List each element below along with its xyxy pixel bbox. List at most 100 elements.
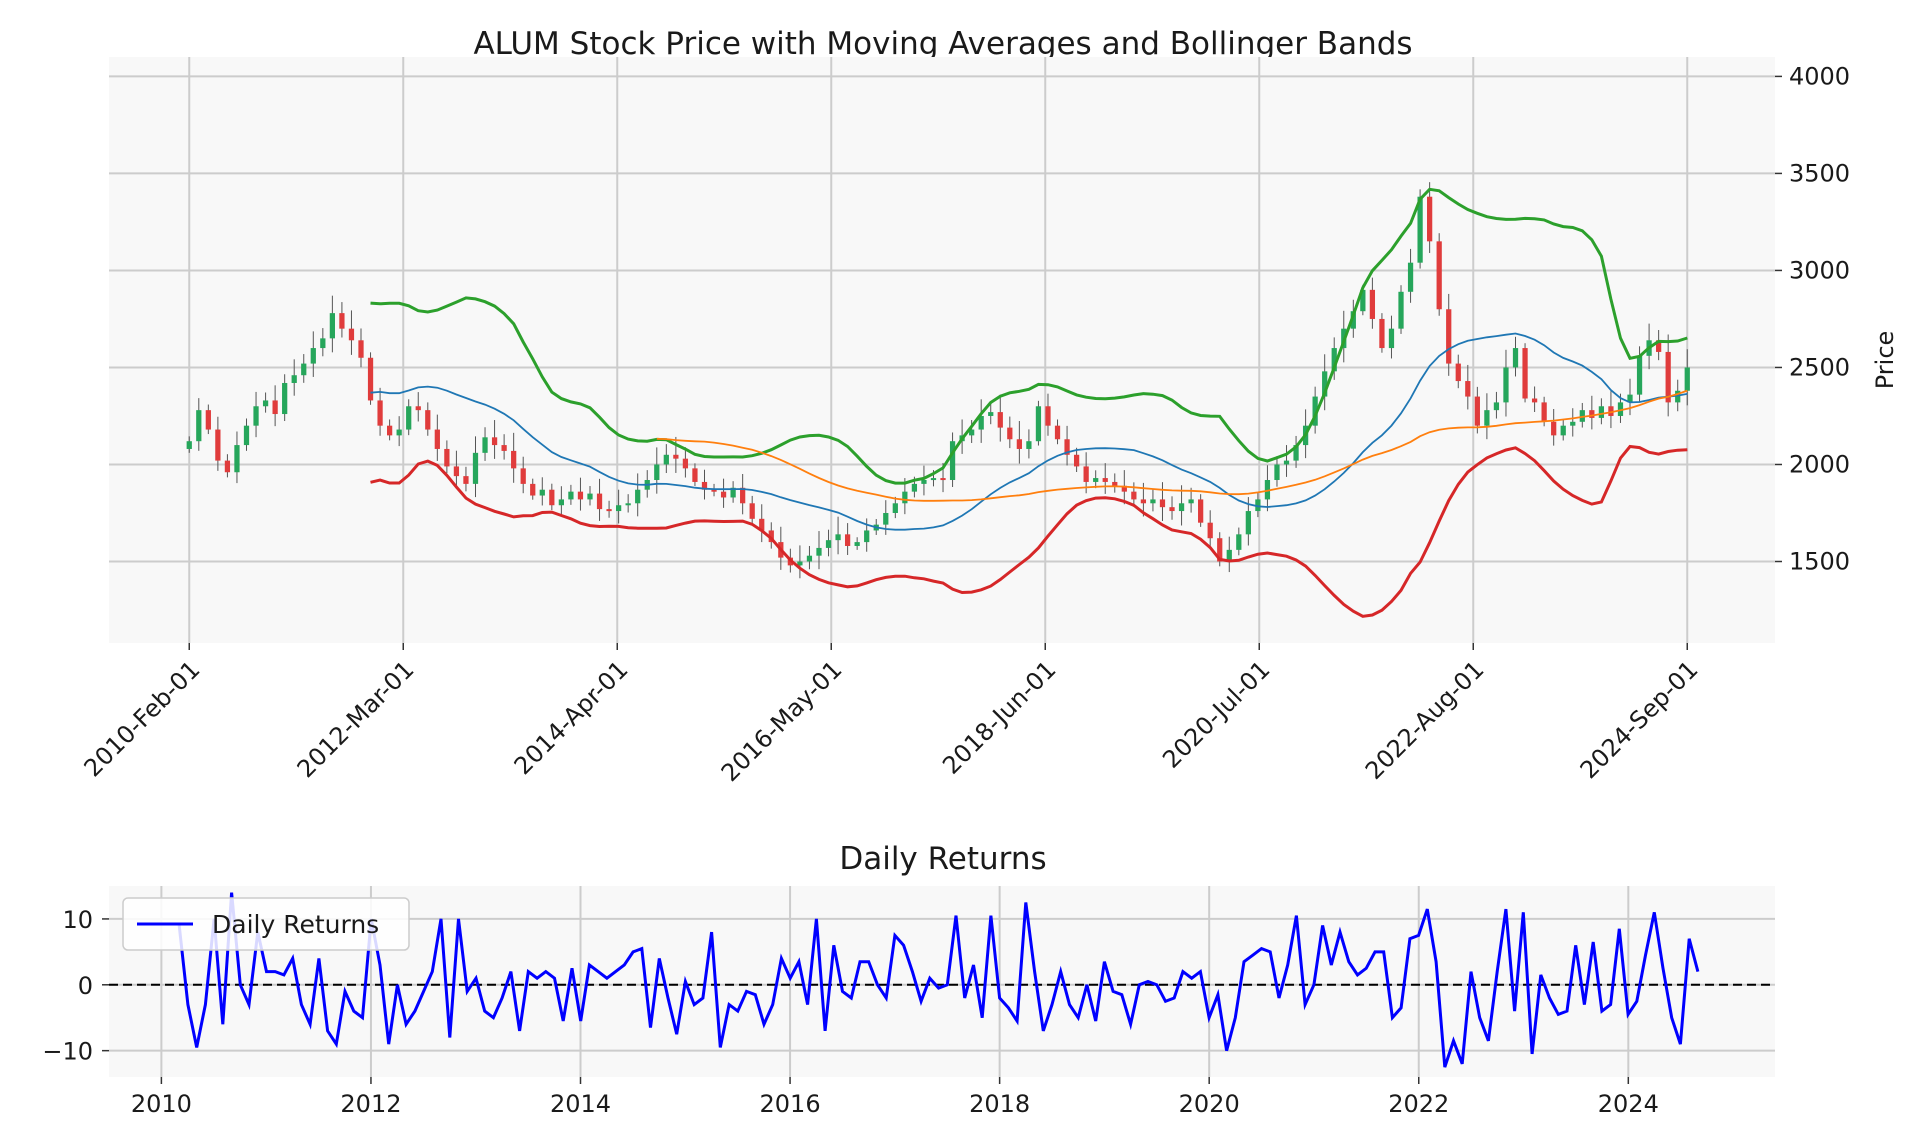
candle-body bbox=[1398, 291, 1404, 329]
daily-returns-line bbox=[177, 892, 1700, 1068]
candle-body bbox=[1407, 262, 1414, 292]
candle-body bbox=[682, 458, 689, 469]
candle-body bbox=[740, 487, 746, 504]
candle-body bbox=[1293, 445, 1299, 461]
candle-body bbox=[1551, 421, 1557, 436]
candle-body bbox=[1178, 503, 1185, 512]
candle-body bbox=[234, 445, 240, 473]
candle-body bbox=[215, 429, 221, 461]
candle-body bbox=[1045, 406, 1051, 426]
candle-body bbox=[444, 448, 450, 467]
candle-body bbox=[1026, 441, 1032, 449]
candle-body bbox=[615, 505, 622, 512]
candle-body bbox=[1617, 402, 1624, 416]
indicator-lines bbox=[370, 187, 1688, 618]
returns-chart-title: Daily Returns bbox=[839, 841, 1046, 877]
price-y-tick-label: 3000 bbox=[1789, 256, 1850, 284]
candle-body bbox=[1360, 289, 1366, 312]
price-y-tick-label: 3500 bbox=[1789, 159, 1850, 187]
candle-body bbox=[835, 534, 841, 541]
candle-body bbox=[1150, 499, 1156, 504]
candle-body bbox=[1102, 478, 1108, 482]
returns-x-tick-label: 2012 bbox=[340, 1090, 401, 1118]
candle-body bbox=[1093, 478, 1099, 482]
candle-body bbox=[224, 460, 231, 473]
candle-body bbox=[673, 454, 679, 459]
candle-body bbox=[1083, 466, 1089, 482]
returns-y-axis: −10 0 10 bbox=[42, 906, 109, 1066]
moving-average-long-line bbox=[656, 389, 1688, 502]
returns-x-tick-label: 2018 bbox=[969, 1090, 1030, 1118]
candle-body bbox=[1016, 439, 1022, 449]
candle-body bbox=[1112, 481, 1118, 486]
candle-body bbox=[949, 441, 956, 481]
price-x-tick-label: 2022-Aug-01 bbox=[1360, 655, 1490, 785]
returns-x-tick-label: 2022 bbox=[1388, 1090, 1449, 1118]
candle-body bbox=[1312, 396, 1318, 426]
legend-label-daily-returns: Daily Returns bbox=[212, 910, 379, 939]
price-y-tick-label: 1500 bbox=[1789, 548, 1850, 576]
candle-body bbox=[1188, 499, 1194, 504]
candle-body bbox=[711, 489, 717, 492]
price-x-tick-label: 2024-Sep-01 bbox=[1575, 655, 1704, 784]
price-y-tick-label: 2000 bbox=[1789, 450, 1850, 478]
candle-body bbox=[930, 478, 937, 481]
candle-body bbox=[568, 491, 574, 500]
returns-y-tick-label: 0 bbox=[78, 972, 93, 1000]
candle-body bbox=[291, 375, 297, 383]
candle-body bbox=[1255, 499, 1261, 512]
candle-body bbox=[1598, 406, 1605, 418]
candle-body bbox=[902, 491, 908, 504]
candle-body bbox=[472, 452, 479, 484]
candle-body bbox=[1322, 371, 1328, 397]
price-x-axis: 2010-Feb-01 2012-Mar-01 2014-Apr-01 2016-Ma… bbox=[79, 643, 1704, 787]
candle-body bbox=[520, 468, 526, 484]
price-x-tick-label: 2020-Jul-01 bbox=[1157, 655, 1275, 773]
candle-body bbox=[511, 450, 517, 469]
returns-y-tick-label: −10 bbox=[42, 1038, 93, 1066]
candle-body bbox=[491, 437, 498, 446]
candle-body bbox=[1159, 499, 1166, 508]
candle-body bbox=[892, 503, 898, 513]
candle-body bbox=[1636, 355, 1643, 395]
candle-body bbox=[196, 410, 202, 442]
candle-body bbox=[396, 429, 402, 436]
candle-body bbox=[730, 487, 736, 498]
candle-body bbox=[1436, 241, 1442, 310]
candle-body bbox=[1064, 439, 1070, 455]
bollinger-lower-line bbox=[370, 444, 1688, 618]
candle-body bbox=[1570, 421, 1576, 426]
candle-body bbox=[1236, 534, 1242, 550]
returns-y-tick-label: 10 bbox=[62, 906, 93, 934]
candle-body bbox=[1627, 394, 1633, 403]
price-y-axis: 1500 2000 2500 3000 3500 4000 bbox=[1775, 62, 1850, 576]
price-grid bbox=[109, 57, 1775, 643]
candle-body bbox=[415, 406, 421, 411]
candle-body bbox=[1656, 340, 1662, 352]
candle-body bbox=[1388, 328, 1395, 349]
candle-body bbox=[310, 348, 316, 364]
candle-body bbox=[1675, 390, 1681, 403]
candle-body bbox=[864, 530, 870, 543]
returns-x-tick-label: 2020 bbox=[1179, 1090, 1240, 1118]
bollinger-upper-line bbox=[370, 187, 1688, 485]
returns-x-tick-label: 2014 bbox=[550, 1090, 611, 1118]
candle-body bbox=[253, 406, 259, 426]
candle-body bbox=[749, 503, 755, 519]
price-x-tick-label: 2014-Apr-01 bbox=[509, 655, 634, 780]
candle-body bbox=[854, 542, 860, 546]
candle-body bbox=[1446, 309, 1452, 364]
candle-body bbox=[625, 503, 631, 506]
candle-body bbox=[1493, 402, 1500, 411]
candle-body bbox=[1054, 425, 1061, 440]
candle-body bbox=[358, 340, 364, 358]
candle-body bbox=[797, 561, 803, 566]
price-y-tick-label: 2500 bbox=[1789, 353, 1850, 381]
candle-body bbox=[1198, 499, 1204, 523]
candle-body bbox=[816, 547, 822, 556]
candle-body bbox=[988, 412, 994, 416]
candle-body bbox=[339, 313, 345, 329]
candle-body bbox=[1503, 367, 1509, 403]
candle-body bbox=[1245, 511, 1251, 535]
